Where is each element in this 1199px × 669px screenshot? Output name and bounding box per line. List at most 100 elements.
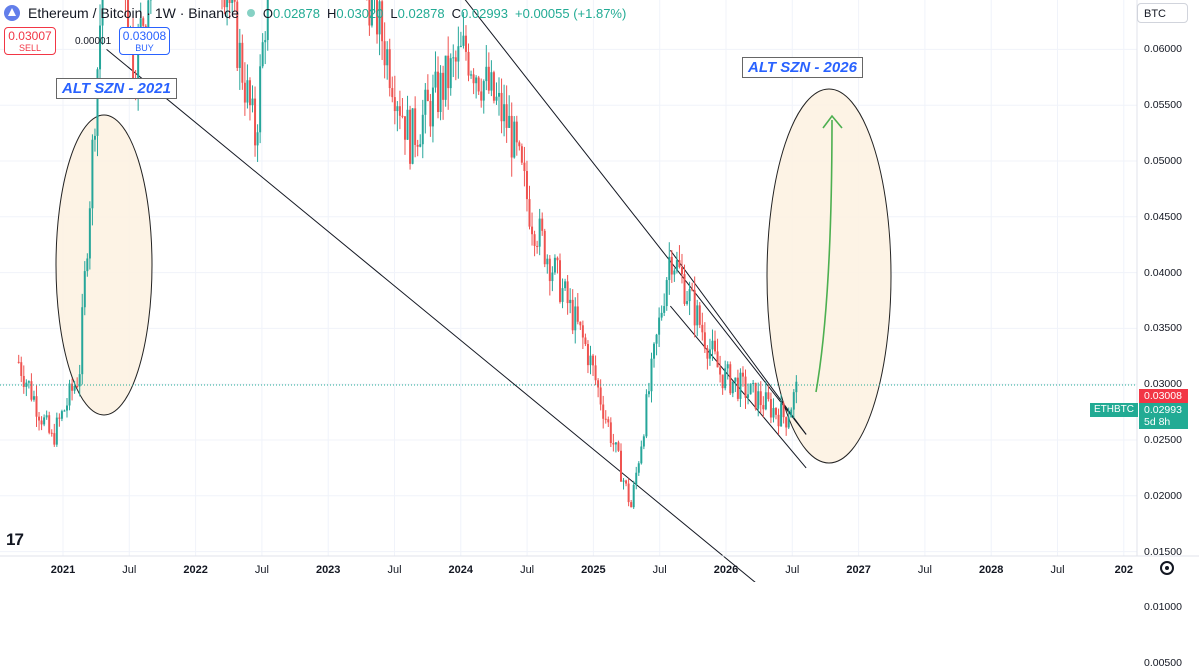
candle: [401, 98, 403, 118]
candle: [661, 305, 663, 320]
candle-body: [529, 199, 531, 227]
candle-body: [625, 480, 627, 483]
buy-label: BUY: [120, 42, 169, 54]
candle: [529, 186, 531, 230]
candle: [386, 41, 388, 80]
candle: [25, 379, 27, 396]
candle-body: [760, 391, 762, 405]
candle: [41, 416, 43, 430]
candle: [628, 478, 630, 506]
candle-body: [666, 280, 668, 306]
candle-body: [589, 356, 591, 365]
candle-body: [414, 108, 416, 145]
candle-body: [747, 394, 749, 397]
candle: [478, 76, 480, 95]
candle-body: [252, 99, 254, 106]
candle-body: [493, 72, 495, 100]
last-price-value: 0.02993: [1144, 404, 1182, 416]
candle-body: [729, 364, 731, 393]
candle-body: [676, 260, 678, 270]
candle: [696, 300, 698, 336]
candle-body: [28, 381, 30, 382]
candle: [549, 255, 551, 295]
candle: [475, 75, 477, 98]
trendline-lower[interactable]: [107, 49, 807, 582]
candle-body: [442, 73, 444, 100]
time-tick-label: 2026: [714, 564, 738, 576]
candle-body: [661, 313, 663, 318]
candle-body: [69, 384, 71, 406]
symbol-title[interactable]: Ethereum / Bitcoin · 1W · Binance: [28, 5, 239, 21]
price-chart[interactable]: [0, 0, 1199, 582]
candle: [480, 78, 482, 107]
candle: [587, 340, 589, 373]
candle: [391, 77, 393, 103]
candle-body: [526, 171, 528, 199]
candle-body: [681, 267, 683, 274]
candle-body: [635, 473, 637, 485]
candle-body: [762, 405, 764, 409]
candle: [742, 366, 744, 387]
candle-body: [617, 442, 619, 450]
candle-body: [567, 281, 569, 303]
candle-body: [556, 258, 558, 260]
buy-button[interactable]: 0.03008 BUY: [119, 27, 170, 55]
candle-body: [518, 142, 520, 146]
candle-body: [790, 410, 792, 418]
candle: [536, 241, 538, 254]
settings-icon[interactable]: [1160, 561, 1174, 575]
tradingview-logo[interactable]: 17: [6, 530, 23, 550]
candle-body: [724, 368, 726, 388]
candle-body: [452, 57, 454, 58]
candle: [465, 25, 467, 61]
ethereum-icon: [4, 5, 20, 21]
ohlc-high: H0.03020: [327, 6, 383, 21]
candle: [635, 467, 637, 489]
candle-body: [56, 418, 58, 445]
candle-body: [689, 289, 691, 301]
ohlc-values: O0.02878 H0.03020 L0.02878 C0.02993 +0.0…: [263, 6, 626, 21]
candle-body: [244, 83, 246, 103]
candle-body: [793, 392, 795, 409]
price-tick-label: 0.02500: [1144, 434, 1182, 446]
candle-body: [775, 408, 777, 415]
candle: [35, 386, 37, 427]
currency-selector[interactable]: BTC: [1137, 3, 1188, 23]
sell-button[interactable]: 0.03007 SELL: [4, 27, 56, 55]
candle: [450, 53, 452, 95]
candle: [442, 66, 444, 120]
candle-body: [562, 288, 564, 302]
market-status-dot: [247, 9, 255, 17]
candle-body: [785, 417, 787, 427]
candle: [483, 79, 485, 113]
candle: [666, 277, 668, 311]
candle-body: [704, 332, 706, 348]
candle: [429, 94, 431, 137]
candle: [582, 321, 584, 349]
candle: [254, 87, 256, 157]
candle-body: [722, 375, 724, 389]
candle: [650, 353, 652, 403]
candle-body: [536, 246, 538, 247]
candle-body: [495, 97, 497, 101]
candle-body: [417, 145, 419, 147]
time-tick-label: Jul: [255, 564, 269, 576]
candle-body: [450, 58, 452, 88]
candle: [620, 443, 622, 481]
candle: [681, 254, 683, 283]
candle: [417, 140, 419, 156]
candle-body: [605, 419, 607, 420]
candle: [623, 478, 625, 489]
alt-szn-2021-label: ALT SZN - 2021: [56, 78, 177, 99]
candle: [455, 50, 457, 80]
candle: [783, 402, 785, 424]
candle-body: [33, 396, 35, 400]
candle: [653, 342, 655, 367]
candle-body: [401, 116, 403, 117]
candle: [760, 381, 762, 413]
candle-body: [94, 136, 96, 140]
candle: [727, 361, 729, 379]
candle: [562, 278, 564, 308]
candle-body: [384, 41, 386, 65]
candle: [30, 373, 32, 401]
